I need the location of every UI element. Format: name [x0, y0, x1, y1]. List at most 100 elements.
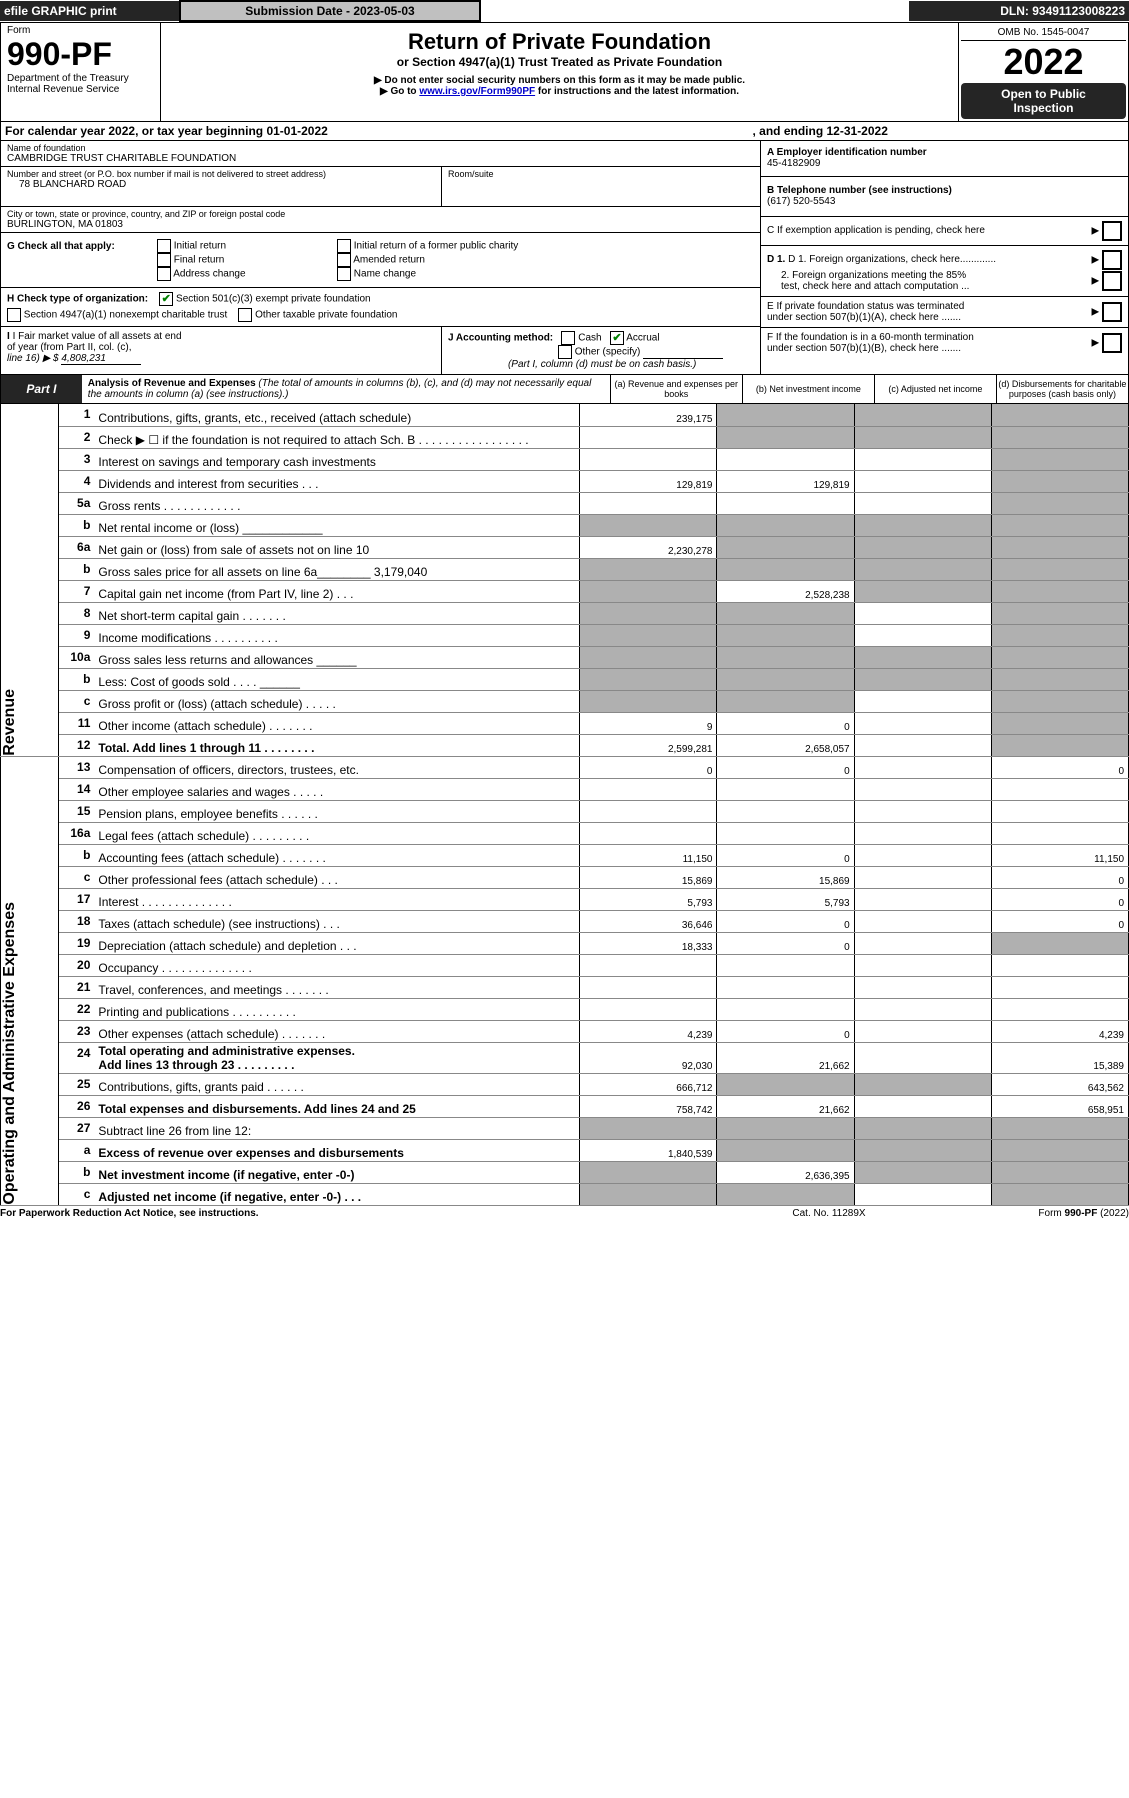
cell-d [991, 800, 1128, 822]
line-num: 6a [59, 536, 95, 558]
cell-c [854, 910, 991, 932]
cell-b: 2,528,238 [717, 580, 854, 602]
row-6a: 6aNet gain or (loss) from sale of assets… [1, 536, 1129, 558]
line-text: Excess of revenue over expenses and disb… [94, 1139, 579, 1161]
form-word: Form [7, 25, 154, 36]
cell-d [991, 470, 1128, 492]
cell-a [580, 624, 717, 646]
line-text: Printing and publications . . . . . . . … [94, 998, 579, 1020]
c-check[interactable] [1102, 221, 1122, 241]
cell-b [717, 822, 854, 844]
cell-b [717, 954, 854, 976]
line-text: Income modifications . . . . . . . . . . [94, 624, 579, 646]
e-check[interactable] [1102, 302, 1122, 322]
d1-text: D 1. D 1. Foreign organizations, check h… [767, 250, 1092, 270]
cell-c [854, 1095, 991, 1117]
j-cash-check[interactable] [561, 331, 575, 345]
line-num: 12 [59, 734, 95, 756]
cell-b: 0 [717, 910, 854, 932]
row-25: 25Contributions, gifts, grants paid . . … [1, 1073, 1129, 1095]
h-4947-check[interactable] [7, 308, 21, 322]
g-name-check[interactable] [337, 267, 351, 281]
cell-d [991, 712, 1128, 734]
cell-b: 0 [717, 1020, 854, 1042]
g6: Name change [354, 269, 416, 280]
line-text: Interest . . . . . . . . . . . . . . [94, 888, 579, 910]
cell-a [580, 690, 717, 712]
cell-d [991, 448, 1128, 470]
d2-check[interactable] [1102, 271, 1122, 291]
row-24: 24Total operating and administrative exp… [1, 1042, 1129, 1073]
h-other-check[interactable] [238, 308, 252, 322]
tel-lbl: B Telephone number (see instructions) [767, 185, 1122, 196]
cell-d [991, 822, 1128, 844]
f-check[interactable] [1102, 333, 1122, 353]
form-header: Form 990-PF Department of the Treasury I… [0, 22, 1129, 122]
line-num: 4 [59, 470, 95, 492]
line-text: Total operating and administrative expen… [94, 1042, 579, 1073]
row-3: 3Interest on savings and temporary cash … [1, 448, 1129, 470]
i2: line 16) ▶ $ [7, 353, 59, 364]
line-num: 5a [59, 492, 95, 514]
h1: Section 501(c)(3) exempt private foundat… [176, 294, 371, 305]
cell-a: 9 [580, 712, 717, 734]
g-amended-check[interactable] [337, 253, 351, 267]
line-text: Capital gain net income (from Part IV, l… [94, 580, 579, 602]
cell-c [854, 602, 991, 624]
cell-a: 758,742 [580, 1095, 717, 1117]
row-10a: 10aGross sales less returns and allowanc… [1, 646, 1129, 668]
cell-a: 2,599,281 [580, 734, 717, 756]
g-address-check[interactable] [157, 267, 171, 281]
line-text: Net short-term capital gain . . . . . . … [94, 602, 579, 624]
cell-a: 18,333 [580, 932, 717, 954]
cell-d [991, 514, 1128, 536]
cell-b [717, 1117, 854, 1139]
cell-d: 0 [991, 888, 1128, 910]
cell-b: 5,793 [717, 888, 854, 910]
line-text: Less: Cost of goods sold . . . . ______ [94, 668, 579, 690]
line-text: Other expenses (attach schedule) . . . .… [94, 1020, 579, 1042]
g-final-check[interactable] [157, 253, 171, 267]
e-text: E If private foundation status was termi… [767, 301, 1092, 323]
g3: Final return [174, 255, 225, 266]
expenses-label: Operating and Administrative Expenses [1, 902, 19, 1205]
cell-b [717, 536, 854, 558]
g-initial-former-check[interactable] [337, 239, 351, 253]
form-link[interactable]: www.irs.gov/Form990PF [419, 86, 535, 97]
open1: Open to Public [969, 87, 1118, 101]
cell-b [717, 1073, 854, 1095]
cell-b: 2,658,057 [717, 734, 854, 756]
cell-a [580, 646, 717, 668]
h-501c3-check[interactable]: ✔ [159, 292, 173, 306]
cell-c [854, 976, 991, 998]
line-num: 19 [59, 932, 95, 954]
calendar-line: For calendar year 2022, or tax year begi… [0, 122, 1129, 141]
cell-a: 36,646 [580, 910, 717, 932]
cell-d: 0 [991, 910, 1128, 932]
j-other-check[interactable] [558, 345, 572, 359]
cell-b: 0 [717, 756, 854, 778]
d1-check[interactable] [1102, 250, 1122, 270]
cell-c [854, 1183, 991, 1205]
cell-d [991, 1183, 1128, 1205]
j-accrual-check[interactable]: ✔ [610, 331, 624, 345]
cell-a: 92,030 [580, 1042, 717, 1073]
line-num: 23 [59, 1020, 95, 1042]
cell-c [854, 822, 991, 844]
row-13: Operating and Administrative Expenses13C… [1, 756, 1129, 778]
cell-b [717, 514, 854, 536]
cell-b [717, 1139, 854, 1161]
row-23: 23Other expenses (attach schedule) . . .… [1, 1020, 1129, 1042]
row-2: 2Check ▶ ☐ if the foundation is not requ… [1, 426, 1129, 448]
cell-b: 0 [717, 712, 854, 734]
cell-c [854, 646, 991, 668]
row-12: 12Total. Add lines 1 through 11 . . . . … [1, 734, 1129, 756]
g-initial-check[interactable] [157, 239, 171, 253]
cell-b [717, 492, 854, 514]
cell-b: 2,636,395 [717, 1161, 854, 1183]
line-num: 10a [59, 646, 95, 668]
line-num: 14 [59, 778, 95, 800]
row-15: 15Pension plans, employee benefits . . .… [1, 800, 1129, 822]
cell-b [717, 602, 854, 624]
line-text: Other employee salaries and wages . . . … [94, 778, 579, 800]
